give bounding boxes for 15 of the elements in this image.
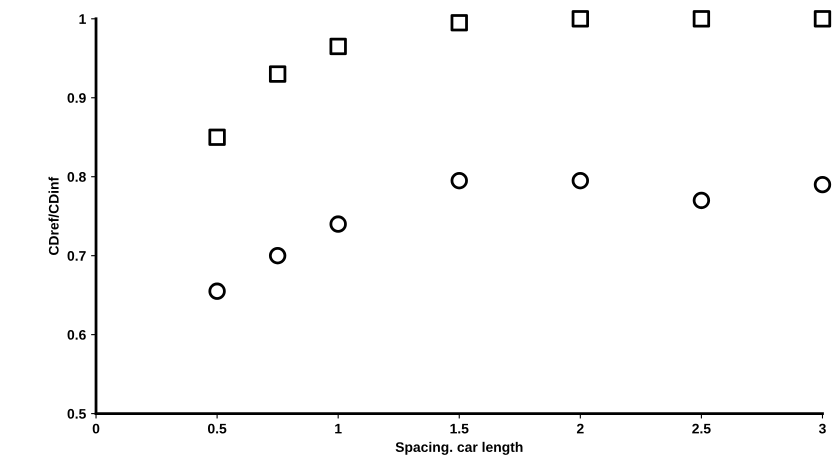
x-tick-label: 0 bbox=[92, 424, 100, 434]
x-tick-label: 1.5 bbox=[450, 424, 469, 434]
y-tick-label: 0.5 bbox=[68, 408, 86, 419]
x-tick-label: 1 bbox=[335, 424, 342, 434]
x-tick-label: 3 bbox=[818, 424, 826, 434]
y-axis-title: CDref/CDinf bbox=[48, 176, 59, 255]
x-axis-title: Spacing. car length bbox=[396, 442, 522, 455]
y-tick-label: 0.7 bbox=[68, 251, 86, 261]
y-tick-label: 0.9 bbox=[68, 93, 86, 103]
y-tick-label: 0.6 bbox=[68, 330, 86, 340]
x-tick-label: 2.5 bbox=[692, 424, 711, 434]
x-tick-label: 0.5 bbox=[208, 424, 226, 434]
x-tick-label: 2 bbox=[576, 424, 584, 434]
y-tick-label: 1 bbox=[79, 14, 86, 24]
y-tick-label: 0.8 bbox=[68, 172, 86, 182]
